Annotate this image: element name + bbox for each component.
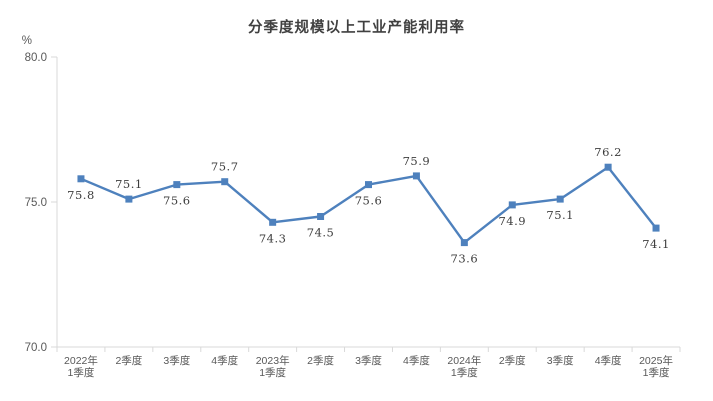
x-tick-label: 2季度 <box>115 354 142 367</box>
data-point-marker <box>652 224 660 232</box>
x-tick-label: 2季度 <box>499 354 526 367</box>
data-point-marker <box>125 195 133 203</box>
data-point-label: 75.8 <box>67 188 95 202</box>
y-tick-label: 80.0 <box>25 52 47 64</box>
data-point-marker <box>604 163 612 171</box>
data-point-marker <box>556 195 564 203</box>
x-tick-label: 4季度 <box>403 354 430 367</box>
y-tick-label: 70.0 <box>25 342 47 354</box>
x-tick-label: 2022年 1季度 <box>64 354 98 379</box>
data-point-marker <box>412 172 420 180</box>
data-point-label: 74.3 <box>259 231 287 245</box>
chart-title: 分季度规模以上工业产能利用率 <box>248 20 465 36</box>
data-point-label: 73.6 <box>451 252 479 266</box>
data-point-label: 74.5 <box>307 226 335 240</box>
data-point-marker <box>508 201 516 209</box>
y-axis-unit-label: % <box>22 35 32 47</box>
data-point-label: 74.9 <box>498 214 526 228</box>
x-tick-label: 2025年 1季度 <box>639 354 673 379</box>
data-point-marker <box>173 181 181 189</box>
data-point-marker <box>365 181 372 189</box>
data-point-marker <box>77 175 85 183</box>
x-tick-label: 3季度 <box>355 354 382 367</box>
data-point-label: 75.6 <box>163 194 191 208</box>
data-point-label: 75.6 <box>355 194 383 208</box>
data-point-label: 75.7 <box>211 160 239 174</box>
data-point-marker <box>221 178 229 186</box>
x-tick-label: 2024年 1季度 <box>447 354 481 379</box>
x-tick-label: 4季度 <box>595 354 622 367</box>
x-tick-label: 2季度 <box>307 354 334 367</box>
data-point-label: 75.1 <box>115 177 143 191</box>
x-tick-label: 4季度 <box>211 354 238 367</box>
data-point-marker <box>269 218 277 226</box>
data-point-marker <box>317 213 325 220</box>
data-point-label: 75.1 <box>546 208 574 222</box>
data-point-label: 76.2 <box>594 145 622 159</box>
data-point-marker <box>460 239 468 247</box>
data-point-label: 74.1 <box>642 237 670 251</box>
data-point-label: 75.9 <box>403 154 431 168</box>
x-tick-label: 3季度 <box>163 354 190 367</box>
x-tick-label: 2023年 1季度 <box>256 354 290 379</box>
y-tick-label: 75.0 <box>25 197 47 209</box>
x-tick-label: 3季度 <box>547 354 574 367</box>
